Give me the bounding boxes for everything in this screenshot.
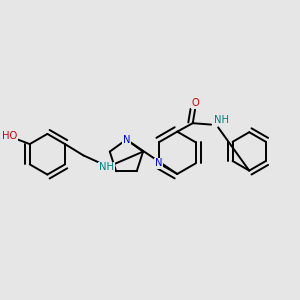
Text: O: O [192, 98, 200, 108]
Text: NH: NH [99, 162, 114, 172]
Text: N: N [155, 158, 163, 168]
Text: HO: HO [2, 130, 17, 141]
Text: NH: NH [214, 115, 229, 125]
Text: N: N [123, 135, 130, 145]
